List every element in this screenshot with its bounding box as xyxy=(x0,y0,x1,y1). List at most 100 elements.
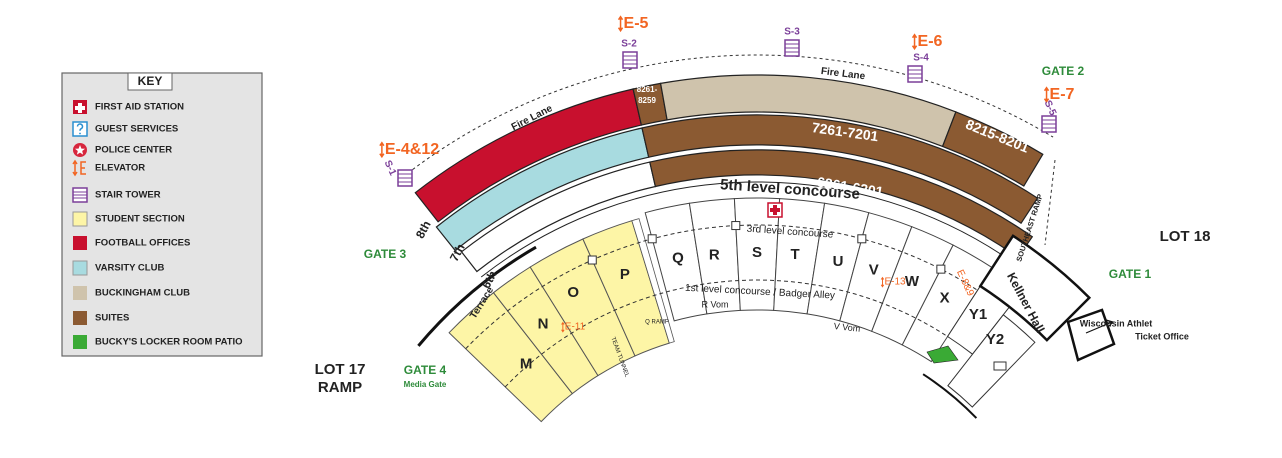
patio-swatch xyxy=(73,335,87,349)
stadium xyxy=(397,39,1116,423)
ticket-office: Wisconsin Athlet xyxy=(1080,318,1153,328)
gates: GATE 4 xyxy=(404,363,447,377)
stair-icon xyxy=(72,187,88,203)
question-dot xyxy=(79,132,81,135)
southeast-ramp-line xyxy=(1044,159,1056,246)
elevator-arrow xyxy=(561,321,565,333)
elevators: E-11 xyxy=(565,322,586,333)
terrace-edge xyxy=(417,245,537,347)
stair-steps xyxy=(398,173,412,183)
sections: Y1 xyxy=(969,306,987,323)
stairs: S-2 xyxy=(621,39,637,50)
sections: X xyxy=(940,289,950,306)
level-lines xyxy=(480,181,1015,278)
sections: T xyxy=(791,246,800,263)
levels: 8th xyxy=(413,218,434,240)
vom-block xyxy=(936,264,946,274)
vom-block xyxy=(731,221,741,231)
sections: S xyxy=(752,244,762,261)
key-label: VARSITY CLUB xyxy=(95,263,164,274)
varsity-swatch xyxy=(72,260,88,276)
first-aid-cross xyxy=(75,103,85,113)
key-label: SUITES xyxy=(95,313,129,324)
elevators: E-6 xyxy=(918,33,943,50)
gates: Media Gate xyxy=(404,380,447,389)
elevator-arrow xyxy=(379,141,385,159)
elevator-icon xyxy=(72,159,86,177)
sections: Y2 xyxy=(986,331,1004,348)
stairs: S-1 xyxy=(382,159,399,178)
key-label: FIRST AID STATION xyxy=(95,102,184,113)
ticket-office: Ticket Office xyxy=(1135,331,1189,341)
vom-block xyxy=(587,255,597,265)
student-swatch xyxy=(72,211,88,227)
sections: M xyxy=(520,355,533,372)
key-panel xyxy=(61,72,263,357)
lots: RAMP xyxy=(318,379,362,396)
stair-steps xyxy=(785,43,799,53)
suites-swatch xyxy=(73,311,87,325)
gates: GATE 1 xyxy=(1109,267,1152,281)
key-label: FOOTBALL OFFICES xyxy=(95,238,190,249)
key-label: GUEST SERVICES xyxy=(95,124,178,135)
stairs: S-3 xyxy=(784,27,800,38)
elevators: E-4&12 xyxy=(385,141,439,158)
sections: Q xyxy=(672,249,684,266)
passages: V Vom xyxy=(833,321,860,334)
key-label: STAIR TOWER xyxy=(95,190,161,201)
team-tunnel xyxy=(631,218,675,344)
buckingham-swatch xyxy=(73,286,87,300)
stair-steps xyxy=(908,69,922,79)
wing-outline xyxy=(922,373,978,419)
fire-lane-line xyxy=(402,54,1054,178)
key-label: ELEVATOR xyxy=(95,163,145,174)
concourse-3-line xyxy=(465,224,978,350)
stair-steps xyxy=(623,55,637,65)
key-label: STUDENT SECTION xyxy=(95,214,185,225)
key-label: POLICE CENTER xyxy=(95,145,172,156)
fire-lanes: Fire Lane xyxy=(820,66,866,82)
locker-room-patio xyxy=(926,345,959,364)
first-aid-map-cross xyxy=(770,205,780,215)
suite-box: 8261- xyxy=(637,85,658,94)
elevator-arrow xyxy=(1043,86,1050,104)
suites-8200 xyxy=(941,111,1044,187)
sections: P xyxy=(620,266,630,283)
police-star xyxy=(75,145,85,155)
lots: LOT 17 xyxy=(315,361,366,378)
ticket-office xyxy=(1066,308,1116,362)
lots: LOT 18 xyxy=(1160,228,1211,245)
elevators: E-5 xyxy=(624,15,649,32)
concourse-1-line xyxy=(504,279,948,388)
key-label: BUCKINGHAM CLUB xyxy=(95,288,190,299)
suites-7200 xyxy=(641,114,1039,225)
gates: GATE 2 xyxy=(1042,64,1085,78)
gate-block xyxy=(993,361,1007,371)
suite-box: 8259 xyxy=(638,96,656,105)
elevators: E-7 xyxy=(1050,86,1075,103)
vom-block xyxy=(857,234,867,244)
sections: N xyxy=(538,315,549,332)
elevator-arrow xyxy=(911,33,918,51)
sections: V xyxy=(869,261,879,278)
vom-block xyxy=(647,234,657,244)
elevator-arrow xyxy=(617,15,624,33)
stair-steps xyxy=(1042,119,1056,129)
gates: GATE 3 xyxy=(364,247,407,261)
elevator-arrow xyxy=(880,276,885,288)
elevators: E-13 xyxy=(884,277,906,288)
passages: R Vom xyxy=(701,299,728,309)
passages: Q RAMP xyxy=(645,320,669,326)
y2-section xyxy=(947,314,1036,408)
kellner-hall xyxy=(978,234,1092,342)
section xyxy=(901,244,993,363)
football-swatch xyxy=(73,236,87,250)
sections: U xyxy=(833,253,844,270)
title: KEY xyxy=(138,74,163,88)
sections: W xyxy=(905,273,920,290)
stairs: S-4 xyxy=(913,53,929,64)
key-title-box xyxy=(127,72,173,91)
question-mark xyxy=(76,123,84,131)
sections: O xyxy=(567,284,579,301)
